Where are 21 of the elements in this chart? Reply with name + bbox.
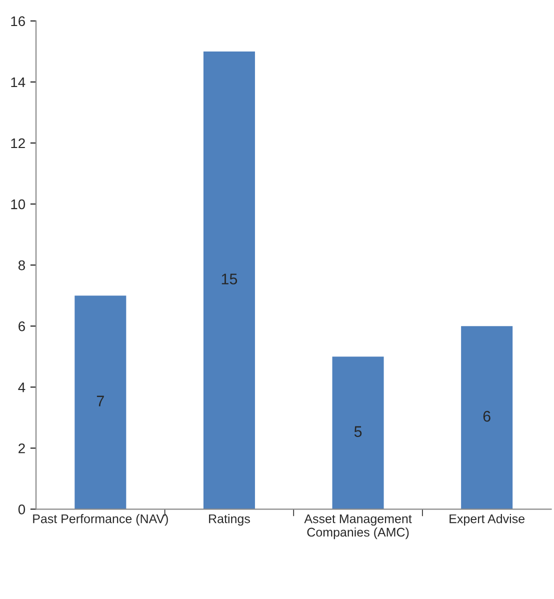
bar	[461, 326, 513, 510]
bar	[74, 296, 126, 510]
x-tick-label: Past Performance (NAV)	[33, 514, 168, 526]
x-tick-label: Asset Management Companies (AMC)	[304, 514, 412, 540]
y-tick-label: 4	[18, 382, 26, 392]
bar	[203, 51, 255, 510]
bar	[332, 356, 384, 510]
y-tick-label: 2	[18, 443, 25, 454]
y-tick-label: 10	[11, 199, 26, 210]
y-tick-label: 12	[11, 138, 25, 148]
y-tick-label: 0	[18, 504, 26, 514]
data-label: 6	[483, 410, 490, 422]
y-tick-label: 14	[11, 77, 26, 88]
data-label: 7	[96, 396, 104, 406]
data-label: 15	[222, 274, 238, 284]
y-tick-label: 6	[18, 321, 25, 332]
x-tick-label: Ratings	[209, 514, 250, 526]
y-tick-label: 8	[18, 260, 25, 270]
x-tick-label: Expert Advise	[450, 514, 524, 526]
data-label: 5	[354, 426, 362, 437]
y-tick-label: 16	[11, 16, 25, 26]
